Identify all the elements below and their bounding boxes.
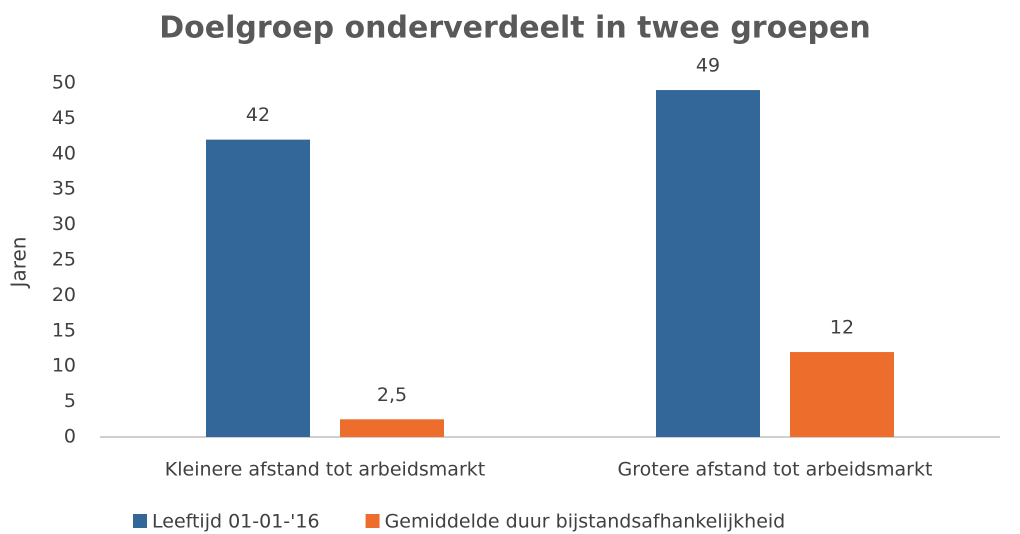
y-tick-label: 10 [52, 355, 76, 377]
chart-title: Doelgroep onderverdeelt in twee groepen [159, 11, 871, 46]
data-label: 42 [246, 104, 270, 126]
data-label: 49 [696, 55, 720, 77]
legend-swatch [133, 514, 147, 528]
bar [206, 139, 310, 437]
bar [656, 90, 760, 437]
y-tick-label: 15 [52, 319, 76, 341]
data-label: 12 [830, 317, 854, 339]
bar [790, 352, 894, 437]
y-tick-label: 50 [52, 72, 76, 94]
y-tick-label: 45 [52, 107, 76, 129]
y-tick-label: 25 [52, 249, 76, 271]
y-axis-label: Jaren [7, 237, 31, 290]
legend-label: Gemiddelde duur bijstandsafhankelijkheid [385, 511, 786, 533]
y-tick-label: 20 [52, 284, 76, 306]
y-tick-label: 30 [52, 213, 76, 235]
y-tick-label: 35 [52, 178, 76, 200]
x-tick-label: Grotere afstand tot arbeidsmarkt [618, 459, 933, 481]
bar [340, 419, 444, 437]
x-tick-label: Kleinere afstand tot arbeidsmarkt [165, 459, 485, 481]
y-tick-label: 0 [64, 426, 76, 448]
data-label: 2,5 [377, 384, 407, 406]
legend-label: Leeftijd 01-01-'16 [152, 511, 320, 533]
y-tick-label: 40 [52, 142, 76, 164]
y-tick-label: 5 [64, 390, 76, 412]
legend-swatch [365, 514, 380, 528]
